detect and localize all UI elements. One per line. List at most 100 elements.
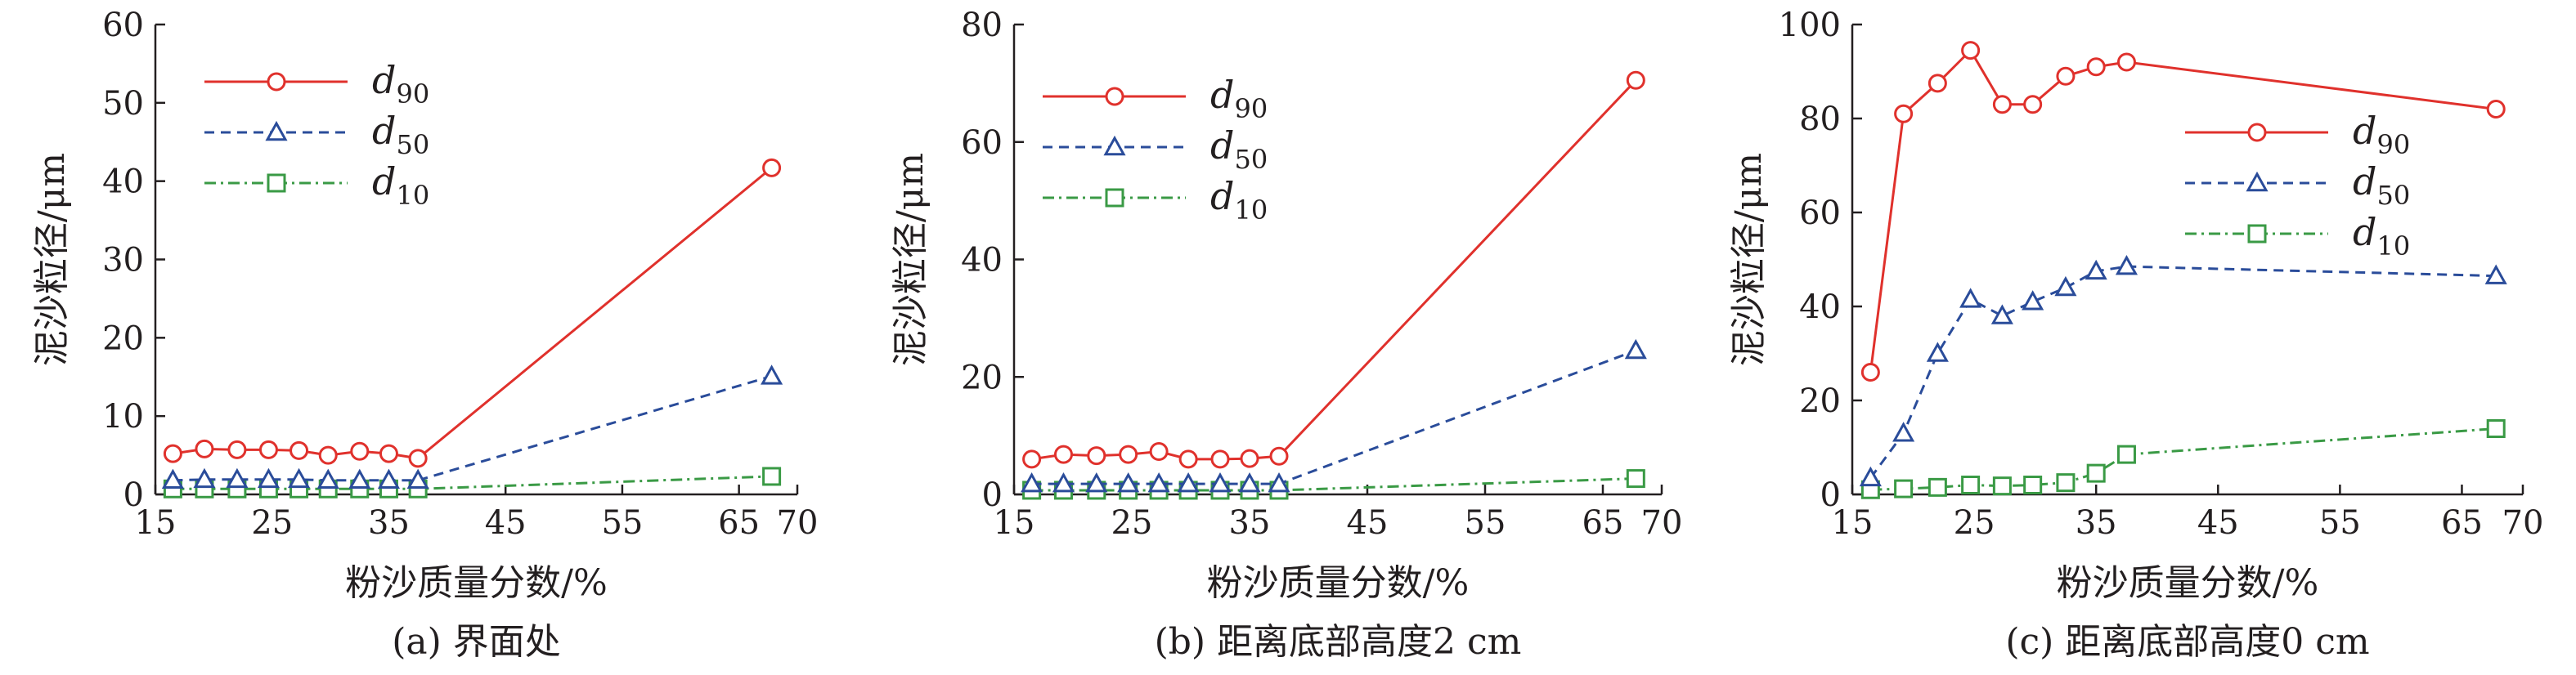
y-tick-label: 40	[961, 242, 1003, 279]
data-point-triangle	[2246, 171, 2269, 192]
data-point-square	[2486, 419, 2506, 438]
x-tick-label: 70	[777, 504, 819, 542]
y-tick-label: 50	[102, 85, 144, 123]
data-point-triangle	[265, 120, 288, 141]
data-point-triangle	[2054, 275, 2077, 297]
data-point-square	[1992, 476, 2012, 496]
legend-subscript: 10	[2376, 230, 2410, 262]
data-point-triangle	[1147, 472, 1170, 493]
x-tick-label: 70	[1641, 504, 1683, 542]
series-d50	[1859, 255, 2507, 487]
data-point-circle	[2486, 100, 2506, 118]
y-tick-label: 80	[1799, 101, 1841, 138]
data-point-circle	[379, 444, 398, 463]
legend-subscript: 50	[396, 129, 429, 160]
data-point-circle	[1053, 445, 1073, 464]
x-tick-label: 45	[1347, 504, 1389, 542]
series-d10	[1860, 419, 2506, 499]
data-point-circle	[163, 444, 182, 463]
legend-label: d10	[1210, 174, 1268, 226]
data-point-circle	[1626, 70, 1645, 90]
data-point-triangle	[193, 467, 216, 489]
x-tick-label: 25	[1954, 504, 1995, 542]
series-line	[1869, 48, 2497, 373]
x-tick-label: 35	[2076, 504, 2117, 542]
data-point-circle	[1087, 446, 1106, 466]
data-point-triangle	[1177, 472, 1200, 493]
data-point-triangle	[1085, 472, 1108, 493]
data-point-circle	[1210, 449, 1230, 469]
data-point-square	[1894, 479, 1914, 498]
x-axis-label: 粉沙质量分数/%	[1207, 562, 1470, 604]
series-line	[173, 374, 773, 482]
data-point-triangle	[1268, 472, 1290, 493]
data-point-triangle	[406, 468, 429, 489]
x-tick-label: 35	[1229, 504, 1271, 542]
panel-caption: (c) 距离底部高度0 cm	[2005, 621, 2369, 663]
x-tick-label: 25	[1111, 504, 1153, 542]
data-point-triangle	[1624, 338, 1647, 360]
data-point-triangle	[1103, 135, 1126, 156]
y-tick-label: 20	[961, 359, 1003, 396]
x-axis-label: 粉沙质量分数/%	[2057, 562, 2319, 604]
series-d50	[1021, 338, 1647, 493]
data-point-circle	[2116, 52, 2136, 72]
data-point-circle	[1240, 449, 1259, 468]
y-tick-label: 40	[1799, 288, 1841, 326]
data-point-square	[2023, 476, 2043, 494]
legend-label: d90	[372, 58, 429, 110]
y-tick-label: 20	[1799, 382, 1841, 420]
x-tick-label: 65	[1582, 504, 1624, 542]
legend-label: d10	[2353, 210, 2410, 262]
data-point-triangle	[1238, 472, 1261, 493]
data-point-circle	[2247, 123, 2267, 142]
legend-subscript: 50	[1234, 144, 1268, 175]
series-d10	[163, 467, 782, 498]
data-point-circle	[1992, 95, 2012, 114]
data-point-circle	[258, 440, 278, 459]
data-point-triangle	[288, 467, 311, 489]
data-point-square	[1961, 476, 1981, 494]
data-point-circle	[1178, 449, 1198, 469]
legend-label: d50	[372, 109, 429, 160]
x-tick-label: 25	[251, 504, 293, 542]
x-tick-label: 65	[718, 504, 760, 542]
data-point-square	[2086, 463, 2106, 483]
y-axis-label: 泥沙粒径/μm	[1728, 153, 1770, 366]
y-tick-label: 80	[961, 7, 1003, 44]
data-point-circle	[1961, 41, 1981, 60]
legend-label: d50	[1210, 123, 1268, 175]
data-point-square	[2116, 445, 2136, 464]
series-line	[1869, 265, 2497, 479]
data-point-triangle	[2085, 259, 2107, 280]
x-tick-label: 65	[2441, 504, 2483, 542]
y-tick-label: 0	[123, 476, 144, 514]
x-tick-label: 45	[485, 504, 527, 542]
data-point-triangle	[1209, 472, 1232, 493]
x-tick-label: 55	[2319, 504, 2361, 542]
y-tick-label: 0	[982, 476, 1003, 514]
x-tick-label: 55	[1465, 504, 1506, 542]
data-point-triangle	[348, 468, 371, 489]
data-point-circle	[2056, 66, 2076, 86]
data-point-circle	[762, 158, 782, 177]
legend-subscript: 90	[1234, 93, 1268, 124]
data-point-circle	[1149, 442, 1169, 462]
legend-label: d90	[2353, 109, 2410, 160]
legend-subscript: 90	[396, 78, 429, 110]
data-point-square	[762, 467, 782, 486]
data-point-triangle	[257, 467, 280, 489]
series-line	[1031, 477, 1636, 492]
chart-2: 15 25 35 45 55 65 70 0 20 40 60 80 100 粉沙质量分数/% 泥沙粒径/μ…	[1728, 7, 2543, 663]
y-tick-label: 30	[102, 242, 144, 279]
data-point-triangle	[2484, 264, 2507, 284]
data-point-triangle	[377, 468, 401, 489]
data-point-circle	[1894, 104, 1914, 123]
x-tick-label: 70	[2502, 504, 2544, 542]
legend-label: d10	[372, 159, 429, 211]
chart-1: 15 25 35 45 55 65 70 0 20 40 60 80 粉沙质量分数/% 泥沙粒径/μm (b…	[890, 7, 1682, 663]
data-point-circle	[1860, 363, 1880, 382]
x-axis-label: 粉沙质量分数/%	[345, 562, 608, 604]
